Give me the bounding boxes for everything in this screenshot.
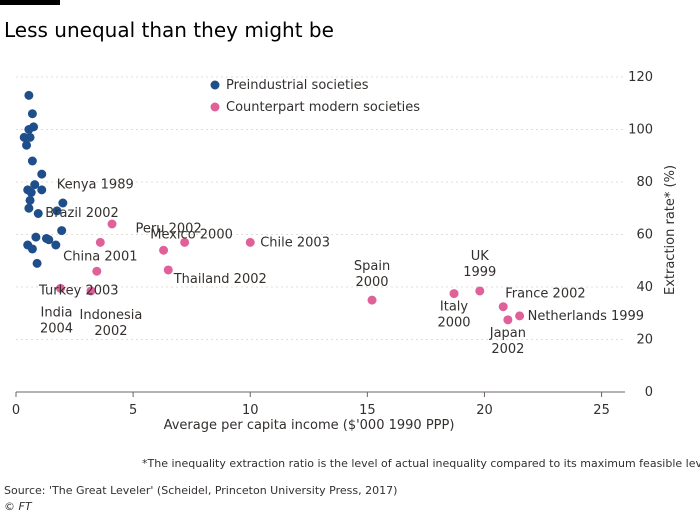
modern-point [503,315,513,325]
point-label: Thailand 2002 [173,272,267,287]
preindustrial-point [25,132,35,142]
point-label: India 2004 [40,305,73,336]
preindustrial-point [22,140,32,150]
y-tick-label: 20 [636,333,653,348]
legend-label-modern: Counterpart modern societies [226,100,420,115]
modern-point [92,266,102,276]
modern-point [95,237,105,247]
point-label: Brazil 2002 [45,206,119,221]
modern-point [475,286,485,296]
modern-point [498,302,508,312]
header-accent-bar [0,0,60,5]
point-label: Indonesia 2002 [80,308,143,339]
preindustrial-point [26,188,36,197]
point-label: UK 1999 [463,249,496,280]
x-tick-label: 10 [242,403,259,418]
preindustrial-point [31,232,41,242]
modern-point [367,295,377,305]
preindustrial-point [24,125,34,134]
y-axis-label: Extraction rate* (%) [663,165,678,295]
modern-point [515,311,525,321]
point-label: Italy 2000 [437,300,470,331]
y-tick-label: 80 [636,175,653,190]
legend: Preindustrial societies Counterpart mode… [210,78,420,115]
y-tick-label: 120 [628,70,653,85]
x-tick-label: 0 [12,403,20,418]
preindustrial-point [51,240,61,250]
preindustrial-point [27,156,37,166]
point-label: Turkey 2003 [38,283,119,298]
modern-point [449,289,459,299]
legend-label-preindustrial: Preindustrial societies [226,78,369,93]
point-label: Mexico 2000 [150,227,233,242]
chart-title: Less unequal than they might be [4,18,334,42]
preindustrial-point [25,195,35,205]
y-tick-label: 100 [628,123,653,138]
point-label: Chile 2003 [260,235,330,250]
footnote: *The inequality extraction ratio is the … [142,457,700,470]
point-label: France 2002 [505,287,585,302]
point-label: Kenya 1989 [57,178,134,193]
preindustrial-point [24,203,34,213]
point-label: Peru 2002 [136,221,202,236]
modern-point [56,283,66,293]
data-points [19,90,525,325]
legend-marker-preindustrial [210,80,220,90]
x-axis-label: Average per capita income ($'000 1990 PP… [164,418,455,433]
x-tick-label: 15 [359,403,376,418]
source-note: Source: 'The Great Leveler' (Scheidel, P… [4,484,398,497]
modern-point [86,286,96,296]
modern-point [245,237,255,247]
preindustrial-point [33,209,43,218]
y-tick-label: 0 [645,385,653,400]
preindustrial-point [37,169,47,179]
x-tick-label: 20 [476,403,493,418]
gridlines [16,76,625,393]
point-label: Japan 2002 [489,326,526,357]
modern-point [163,265,173,275]
x-tick-label: 5 [129,403,137,418]
preindustrial-point [52,206,62,216]
legend-marker-modern [210,102,220,112]
modern-point [180,237,190,247]
preindustrial-point [27,244,37,254]
x-tick-label: 25 [593,403,610,418]
preindustrial-point [44,235,54,245]
point-label: Netherlands 1999 [528,309,644,324]
point-label: Spain 2000 [354,259,390,290]
modern-point [159,245,169,255]
point-label: China 2001 [63,249,137,264]
preindustrial-point [27,109,37,119]
preindustrial-point [32,258,42,268]
x-axis-ticks: 0 5 10 15 20 25 [12,392,610,418]
y-tick-label: 40 [636,280,653,295]
preindustrial-point [24,90,34,100]
preindustrial-point [57,226,67,236]
y-axis-ticks: 0 20 40 60 80 100 120 [628,70,653,400]
point-labels: Kenya 1989 Brazil 2002 China 2001 India 2004… [38,178,644,357]
preindustrial-point [37,185,47,195]
scatter-chart: 0 20 40 60 80 100 120 0 5 10 15 20 25 Kenya 1989 Bra… [12,70,678,433]
y-tick-label: 60 [636,228,653,243]
copyright: © FT [4,500,32,513]
preindustrial-point [30,180,40,190]
modern-point [107,219,117,229]
preindustrial-point [58,198,68,208]
